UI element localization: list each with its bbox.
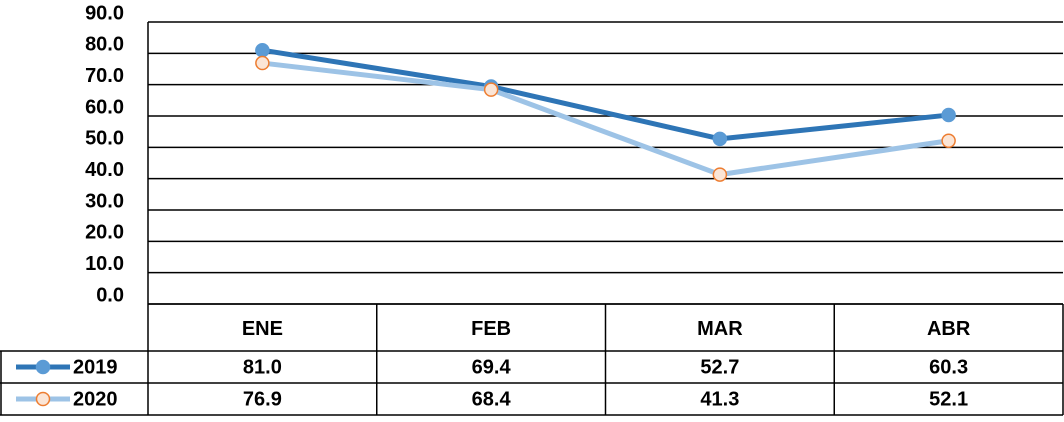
- table-cell: 69.4: [472, 356, 512, 378]
- table-cell: 81.0: [243, 356, 282, 378]
- y-tick-label: 30.0: [85, 190, 124, 212]
- marker: [255, 55, 270, 71]
- legend-marker: [35, 359, 51, 375]
- y-tick-label: 80.0: [85, 34, 124, 56]
- table-cell: 76.9: [243, 388, 282, 410]
- x-tick-label: ABR: [927, 318, 971, 340]
- table-cell: 41.3: [700, 388, 739, 410]
- legend-label: 2019: [73, 356, 118, 378]
- y-tick-label: 90.0: [85, 2, 124, 24]
- y-tick-label: 70.0: [85, 65, 124, 87]
- y-tick-label: 20.0: [85, 222, 124, 244]
- y-tick-label: 50.0: [85, 128, 124, 150]
- y-tick-label: 60.0: [85, 96, 124, 118]
- marker: [483, 82, 499, 97]
- table-cell: 60.3: [929, 356, 968, 378]
- x-tick-label: MAR: [697, 318, 743, 340]
- y-tick-label: 10.0: [85, 253, 124, 275]
- series-line: [262, 60, 949, 178]
- legend-label: 2020: [73, 388, 118, 410]
- legend-marker: [35, 391, 51, 407]
- table-cell: 52.1: [929, 388, 968, 410]
- marker: [255, 42, 270, 58]
- series-line: [261, 47, 949, 142]
- table-cell: 68.4: [472, 388, 512, 410]
- table-cell: 52.7: [700, 356, 739, 378]
- marker: [941, 107, 956, 123]
- y-tick-label: 40.0: [85, 159, 124, 181]
- x-tick-label: ENE: [242, 318, 283, 340]
- y-tick-label: 0.0: [96, 284, 124, 306]
- x-tick-label: FEB: [471, 318, 511, 340]
- marker: [712, 131, 728, 147]
- marker: [712, 167, 728, 182]
- marker: [941, 133, 956, 149]
